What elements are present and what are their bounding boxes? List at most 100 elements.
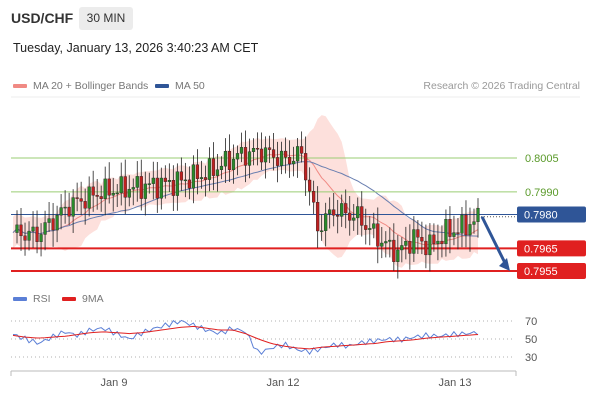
candle-body [472,221,476,225]
candle-body [420,237,424,242]
candle-body [43,222,47,235]
candle-body [259,148,264,163]
candle-body [167,180,171,182]
rsi-line [12,319,479,355]
ma20-legend-label: MA 20 + Bollinger Bands [33,80,149,92]
candle-body [316,202,320,232]
candle-body [35,226,39,242]
rsi-tick-label: 50 [525,334,537,346]
ma9-legend-label: 9MA [82,293,104,305]
current-price-tag [517,206,586,223]
candle-body [139,176,143,199]
candle-body [187,179,191,189]
candle-body [279,150,284,166]
candle-body [468,224,472,236]
forecast-arrowhead [499,258,510,271]
candle-body [55,214,59,231]
candle-body [267,147,272,150]
copyright: Research © 2026 Trading Central [423,80,580,92]
symbol-label: USD/CHF [11,10,74,26]
candle-body [75,197,79,199]
candle-body [340,203,344,217]
candle-body [400,245,404,251]
candle-body [175,171,179,196]
candle-body [432,234,436,244]
chart-header: USD/CHF 30 MIN [0,0,590,36]
candle-body [271,149,276,158]
candle-body [304,153,308,181]
rsi-legend-label: RSI [33,293,51,305]
candle-body [356,206,360,219]
candle-body [308,179,312,192]
candle-body [292,160,296,165]
forecast-arrow [480,216,510,271]
candle-body [283,150,288,158]
candle-body [388,239,392,242]
resistance-label: 0.8005 [525,153,559,165]
candle-body [107,178,111,196]
candle-body [115,192,119,195]
candle-body [456,232,460,234]
candle-body [199,177,204,179]
candle-body [19,224,23,237]
candle-body [23,235,27,241]
candle-body [352,217,356,221]
candle-body [171,180,175,196]
ma50-legend-swatch [155,84,169,88]
candle-body [223,151,228,167]
candle-body [384,241,388,244]
candle-body [119,176,123,194]
candle-body [247,151,252,166]
candle-body [183,179,187,182]
candle-body [300,146,304,154]
timeframe-button[interactable]: 30 MIN [79,7,133,30]
forecast-arrow-shaft [480,216,508,266]
candle-body [476,207,480,222]
candle-body [263,147,268,163]
candle-body [368,228,372,230]
candle-body [296,146,300,162]
candle-body [231,158,236,170]
ma9-line [12,325,479,350]
candle-body [436,240,440,244]
candle-body [147,183,151,185]
candle-body [312,190,316,203]
candle-body [15,224,19,233]
candle-body [151,177,155,184]
candle-body [219,165,224,170]
candle-body [424,240,428,256]
candle-body [332,209,336,216]
x-axis-tick-label: Jan 12 [266,377,299,389]
candle-body [67,206,71,217]
candle-body [111,193,115,196]
candle-body [123,176,127,198]
candle-body [412,229,416,254]
support-label: 0.7965 [524,243,558,255]
candle-body [83,201,87,209]
candle-body [396,249,400,262]
candle-body [444,219,448,245]
timestamp: Tuesday, January 13, 2026 3:40:23 AM CET [13,41,259,55]
candle-body [364,225,368,230]
candle-body [372,223,376,229]
candle-body [191,164,195,189]
candle-body [87,186,91,209]
support-label: 0.7955 [524,266,558,278]
candle-body [155,177,159,199]
candle-body [51,218,55,231]
candle-body [320,230,324,232]
candle-body [348,212,352,221]
rsi-legend-swatch [13,297,27,301]
current-price-label: 0.7980 [524,210,558,222]
candle-body [376,223,380,247]
candle-body [203,177,208,180]
levels: 0.8005 0.7990 0.7980 0.7965 0.7955 [11,153,586,279]
candle-body [91,186,95,196]
candle-body [380,242,384,247]
support-tag [517,240,586,257]
candle-body [448,219,452,237]
support-tag [517,263,586,279]
candle-body [275,157,280,166]
candle-body [360,206,364,226]
candle-body [27,230,31,241]
